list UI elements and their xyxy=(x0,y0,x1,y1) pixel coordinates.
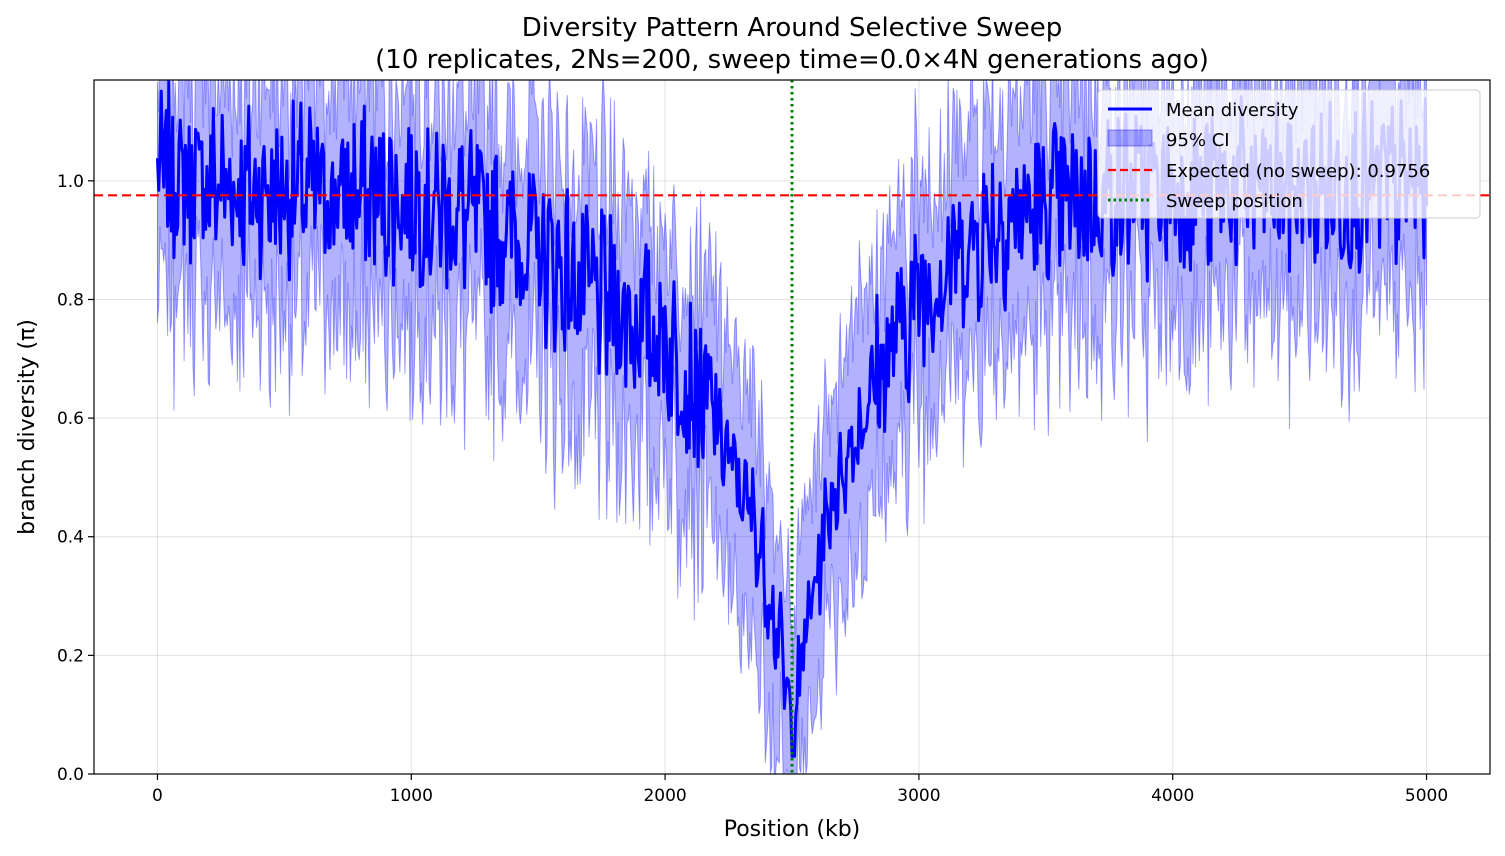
legend-mean-label: Mean diversity xyxy=(1166,100,1299,121)
chart-title: Diversity Pattern Around Selective Sweep xyxy=(522,13,1063,43)
chart-subtitle: (10 replicates, 2Ns=200, sweep time=0.0×… xyxy=(375,45,1209,75)
x-tick-label: 4000 xyxy=(1151,786,1194,806)
x-axis-ticks: 0 1000 2000 3000 4000 5000 xyxy=(152,774,1448,806)
ci-band xyxy=(156,80,1428,774)
x-axis-label: Position (kb) xyxy=(724,817,861,842)
x-tick-label: 2000 xyxy=(643,786,686,806)
legend-ci-swatch xyxy=(1107,129,1153,147)
legend: Mean diversity 95% CI Expected (no sweep… xyxy=(1097,89,1481,219)
y-axis-label: branch diversity (π) xyxy=(15,319,40,535)
y-tick-label: 0.6 xyxy=(57,409,84,429)
legend-sweep-label: Sweep position xyxy=(1166,191,1303,212)
y-tick-label: 0.0 xyxy=(57,765,84,785)
x-tick-label: 3000 xyxy=(897,786,940,806)
x-tick-label: 5000 xyxy=(1405,786,1448,806)
y-tick-label: 0.2 xyxy=(57,646,84,666)
plot-frame xyxy=(93,79,1491,775)
y-tick-label: 0.8 xyxy=(57,290,84,310)
legend-expected-label: Expected (no sweep): 0.9756 xyxy=(1166,161,1430,182)
x-tick-label: 0 xyxy=(152,786,163,806)
y-tick-label: 1.0 xyxy=(57,172,84,192)
y-axis-ticks: 0.0 0.2 0.4 0.6 0.8 1.0 xyxy=(57,172,94,785)
legend-ci-label: 95% CI xyxy=(1166,130,1230,151)
legend-box xyxy=(1097,89,1481,219)
y-tick-label: 0.4 xyxy=(57,528,84,548)
x-tick-label: 1000 xyxy=(390,786,433,806)
